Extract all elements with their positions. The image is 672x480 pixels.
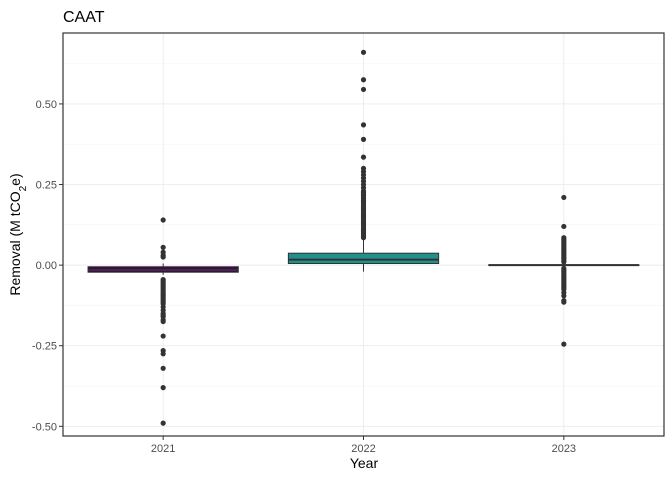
outlier-point [160,318,166,325]
y-tick-label: -0.50 [32,421,57,433]
x-tick-label: 2023 [552,443,576,455]
box-2023 [488,194,640,347]
y-tick-label: 0.00 [36,260,57,272]
outlier-point [360,77,367,83]
y-tick-label: 0.50 [36,99,57,111]
box-iqr [287,252,440,265]
outlier-point [160,351,166,357]
outlier-point [160,385,166,391]
outlier-point [561,259,567,265]
y-axis-label-subscript: 2 [18,185,29,191]
x-axis-label: Year [350,455,379,471]
outlier-point [160,420,166,426]
box-2022 [287,49,440,272]
outlier-point [561,293,567,299]
outlier-point [561,194,567,201]
outlier-point [561,223,567,230]
x-axis: 2021 2022 2023 [151,436,576,455]
outlier-point [360,86,367,93]
x-tick-label: 2021 [151,443,175,455]
x-tick-label: 2022 [351,443,375,455]
outlier-point [561,341,567,347]
outlier-point [360,136,367,142]
outlier-point [360,122,367,128]
y-axis-label-main: Removal (M tCO [7,191,23,295]
outlier-point [360,154,367,160]
outlier-point [160,217,166,223]
outlier-point [160,333,166,339]
boxes [87,49,640,426]
outlier-point [160,254,166,260]
y-axis-label: Removal (M tCO2e) [7,173,29,295]
y-tick-label: -0.25 [32,341,57,353]
y-axis: -0.50 -0.25 0.00 0.25 0.50 [32,99,63,433]
outlier-point [160,365,166,371]
y-axis-label-suffix: e) [7,173,23,185]
box-2021 [87,217,239,426]
chart-title: CAAT [63,9,105,26]
outlier-point [160,244,166,250]
outlier-point [360,165,367,172]
y-tick-label: 0.25 [36,180,57,192]
outlier-point [561,299,567,305]
outlier-point [360,49,367,55]
